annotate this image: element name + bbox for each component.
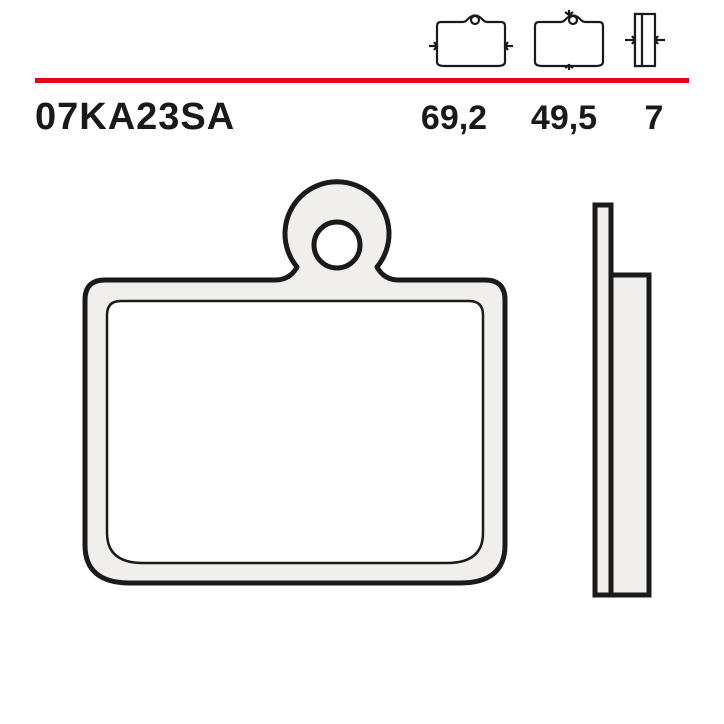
dimension-thickness: 7 (619, 99, 689, 138)
divider-line (35, 78, 689, 83)
spec-row: 07KA23SA 69,2 49,5 7 (35, 96, 689, 139)
thickness-dimension-icon (621, 8, 669, 70)
product-spec-card: 07KA23SA 69,2 49,5 7 (0, 0, 724, 724)
side-view (595, 205, 649, 595)
dimension-width: 69,2 (399, 99, 509, 138)
front-view (85, 182, 505, 583)
dimension-height: 49,5 (509, 99, 619, 138)
width-dimension-icon (425, 8, 515, 70)
height-dimension-icon (523, 8, 613, 70)
dimension-icons-row (425, 8, 669, 70)
part-number: 07KA23SA (35, 96, 235, 139)
brake-pad-drawing (35, 175, 689, 665)
dimensions-group: 69,2 49,5 7 (399, 99, 689, 138)
technical-drawing (35, 175, 689, 664)
